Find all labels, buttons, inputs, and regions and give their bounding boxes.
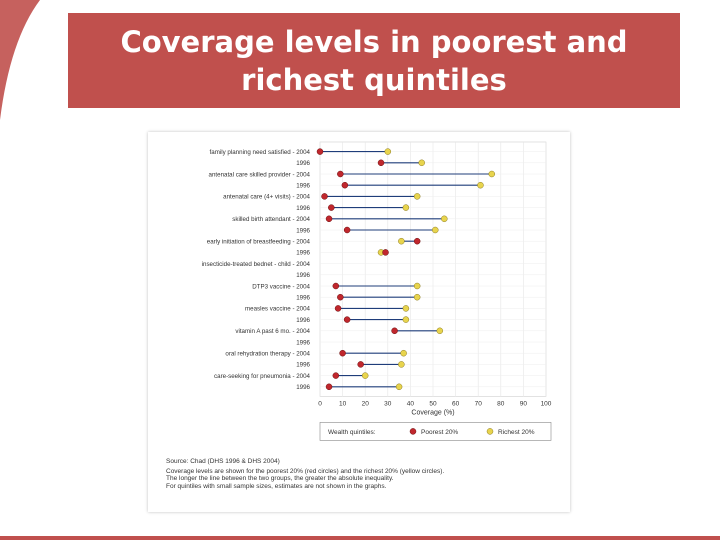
richest-point [477,181,484,189]
richest-point [398,237,405,245]
x-tick-label: 90 [520,400,528,407]
indicator-label: care-seeking for pneumonia - 2004 [214,373,311,380]
year-label: 1996 [296,227,310,234]
richest-point [488,170,496,178]
legend-richest-marker [486,428,494,435]
poorest-point [332,372,340,379]
indicator-label: DTP3 vaccine - 2004 [252,283,310,290]
poorest-point [339,349,346,357]
richest-point [413,282,421,290]
x-tick-label: 20 [362,400,370,407]
indicator-label: family planning need satisfied - 2004 [210,149,311,156]
poorest-point [377,159,385,167]
poorest-point [321,193,328,200]
x-tick-label: 80 [497,400,505,407]
richest-point [361,372,369,379]
poorest-point [337,293,344,301]
indicator-label: antenatal care skilled provider - 2004 [209,171,311,178]
richest-point [402,316,410,323]
chart-panel: 0 10 20 30 40 50 60 70 80 90 100 Coverage (%) family… [148,132,570,512]
x-tick-label: 30 [384,400,392,407]
year-label: 1996 [296,160,310,167]
x-tick-label: 70 [475,400,483,407]
x-tick-label: 50 [429,400,437,407]
poorest-point [337,170,344,178]
legend-richest-label: Richest 20% [498,429,535,436]
indicator-label: measles vaccine - 2004 [245,306,311,313]
slide-bottom-line [0,536,720,540]
richest-point [384,148,392,155]
poorest-point [325,383,333,391]
indicator-label: insecticide-treated bednet - child - 200… [202,261,311,268]
chart-note-line: The longer the line between the two grou… [166,475,394,483]
chart-note-line: Coverage levels are shown for the poores… [166,467,445,475]
year-label: 1996 [296,295,310,302]
x-tick-label: 10 [339,400,347,407]
richest-point [413,293,421,301]
x-tick-label: 0 [318,400,322,407]
slide-title: Coverage levels in poorest and richest q… [120,24,628,97]
coverage-dot-chart: 0 10 20 30 40 50 60 70 80 90 100 Coverage (%) family… [202,141,552,441]
richest-point [395,383,403,391]
richest-point [402,204,410,211]
legend-poorest-marker [409,428,417,435]
legend-box [319,422,552,441]
poorest-point [332,282,340,290]
x-axis-label: Coverage (%) [411,409,454,416]
x-tick-label: 60 [452,400,460,407]
year-label: 1996 [296,362,310,369]
indicator-label: oral rehydration therapy - 2004 [225,351,310,358]
richest-point [432,226,439,234]
poorest-point [357,361,364,368]
indicator-label: skilled birth attendant - 2004 [232,216,310,223]
richest-point [402,305,410,312]
poorest-point [341,181,349,189]
poorest-point [413,237,421,245]
richest-point [441,215,448,223]
poorest-point [325,215,333,223]
richest-point [413,193,421,200]
richest-point [418,159,425,167]
x-tick-label: 40 [407,400,415,407]
poorest-point [382,249,389,256]
year-label: 1996 [296,339,310,346]
chart-notes: Source: Chad (DHS 1996 & DHS 2004) Cover… [166,458,566,490]
poorest-point [334,305,342,312]
indicator-label: early initiation of breastfeeding - 2004 [207,239,311,246]
year-label: 1996 [296,272,310,279]
chart-source-note: Source: Chad (DHS 1996 & DHS 2004) [166,458,280,465]
poorest-point [316,148,324,155]
poorest-point [328,204,335,211]
year-label: 1996 [296,317,310,324]
legend-title: Wealth quintiles: [328,429,376,436]
slide-corner-decoration [0,0,40,120]
poorest-point [343,316,351,323]
richest-point [436,327,444,335]
richest-point [400,349,407,357]
year-label: 1996 [296,384,310,391]
poorest-point [391,327,398,335]
indicator-label: antenatal care (4+ visits) - 2004 [223,194,310,201]
x-tick-label: 100 [541,400,552,407]
chart-note-line: For quintiles with small sample sizes, e… [166,482,387,490]
poorest-point [343,226,351,234]
year-label: 1996 [296,205,310,212]
richest-point [398,361,405,368]
year-label: 1996 [296,183,310,190]
slide-title-bar: Coverage levels in poorest and richest q… [68,13,680,108]
year-label: 1996 [296,250,310,257]
indicator-label: vitamin A past 6 mo. - 2004 [235,328,310,335]
legend-poorest-label: Poorest 20% [421,429,458,436]
